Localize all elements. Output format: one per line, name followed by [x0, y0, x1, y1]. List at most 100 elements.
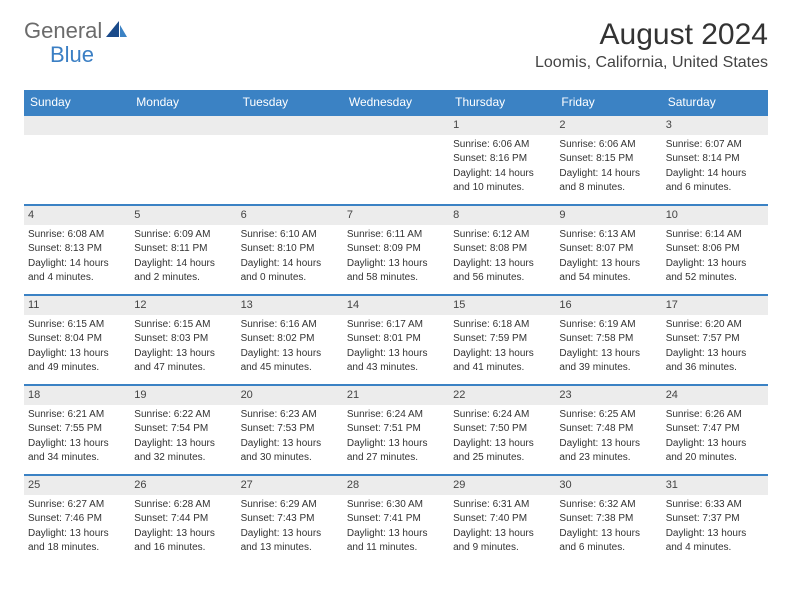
day-info-line: Sunset: 7:59 PM — [453, 332, 551, 346]
day-number: 17 — [662, 296, 768, 315]
day-content: Sunrise: 6:07 AMSunset: 8:14 PMDaylight:… — [662, 135, 768, 202]
day-info-line: Sunset: 7:43 PM — [241, 512, 339, 526]
day-number: 25 — [24, 476, 130, 495]
day-info-line: Sunset: 7:55 PM — [28, 422, 126, 436]
day-cell: 9Sunrise: 6:13 AMSunset: 8:07 PMDaylight… — [555, 206, 661, 294]
day-info-line: Sunset: 7:51 PM — [347, 422, 445, 436]
day-number: 31 — [662, 476, 768, 495]
day-number: 20 — [237, 386, 343, 405]
day-info-line: Sunset: 7:50 PM — [453, 422, 551, 436]
day-info-line: Daylight: 14 hours — [28, 257, 126, 271]
day-info-line: Sunset: 7:48 PM — [559, 422, 657, 436]
day-content: Sunrise: 6:18 AMSunset: 7:59 PMDaylight:… — [449, 315, 555, 382]
logo: General Blue — [24, 18, 130, 44]
day-info-line: and 43 minutes. — [347, 361, 445, 375]
day-cell: 29Sunrise: 6:31 AMSunset: 7:40 PMDayligh… — [449, 476, 555, 564]
day-info-line: and 45 minutes. — [241, 361, 339, 375]
day-cell: 23Sunrise: 6:25 AMSunset: 7:48 PMDayligh… — [555, 386, 661, 474]
day-info-line: and 56 minutes. — [453, 271, 551, 285]
day-number: 26 — [130, 476, 236, 495]
day-info-line: Sunrise: 6:17 AM — [347, 318, 445, 332]
day-info-line: and 34 minutes. — [28, 451, 126, 465]
day-header-tuesday: Tuesday — [237, 90, 343, 114]
day-info-line: Sunset: 7:40 PM — [453, 512, 551, 526]
day-cell: 30Sunrise: 6:32 AMSunset: 7:38 PMDayligh… — [555, 476, 661, 564]
day-info-line: and 2 minutes. — [134, 271, 232, 285]
day-info-line: Daylight: 13 hours — [28, 437, 126, 451]
day-number: 12 — [130, 296, 236, 315]
day-info-line: Sunrise: 6:33 AM — [666, 498, 764, 512]
day-cell: 28Sunrise: 6:30 AMSunset: 7:41 PMDayligh… — [343, 476, 449, 564]
day-info-line: and 11 minutes. — [347, 541, 445, 555]
day-info-line: Daylight: 13 hours — [134, 527, 232, 541]
day-info-line: Sunset: 8:13 PM — [28, 242, 126, 256]
day-info-line: and 16 minutes. — [134, 541, 232, 555]
day-info-line: and 39 minutes. — [559, 361, 657, 375]
day-info-line: Sunrise: 6:06 AM — [559, 138, 657, 152]
day-info-line: Sunrise: 6:13 AM — [559, 228, 657, 242]
day-info-line: Daylight: 13 hours — [453, 527, 551, 541]
day-info-line: Sunset: 8:10 PM — [241, 242, 339, 256]
day-info-line: and 52 minutes. — [666, 271, 764, 285]
day-cell: 21Sunrise: 6:24 AMSunset: 7:51 PMDayligh… — [343, 386, 449, 474]
day-content: Sunrise: 6:14 AMSunset: 8:06 PMDaylight:… — [662, 225, 768, 292]
day-number: 23 — [555, 386, 661, 405]
week-row: 1Sunrise: 6:06 AMSunset: 8:16 PMDaylight… — [24, 114, 768, 204]
day-content: Sunrise: 6:21 AMSunset: 7:55 PMDaylight:… — [24, 405, 130, 472]
day-content: Sunrise: 6:28 AMSunset: 7:44 PMDaylight:… — [130, 495, 236, 562]
day-number: 21 — [343, 386, 449, 405]
day-number: 27 — [237, 476, 343, 495]
day-header-saturday: Saturday — [662, 90, 768, 114]
day-info-line: Daylight: 13 hours — [347, 527, 445, 541]
day-content: Sunrise: 6:27 AMSunset: 7:46 PMDaylight:… — [24, 495, 130, 562]
day-info-line: Daylight: 13 hours — [347, 437, 445, 451]
day-info-line: Sunset: 7:54 PM — [134, 422, 232, 436]
day-info-line: and 9 minutes. — [453, 541, 551, 555]
day-info-line: and 6 minutes. — [666, 181, 764, 195]
day-number: 30 — [555, 476, 661, 495]
day-number — [237, 116, 343, 135]
day-info-line: Sunset: 8:06 PM — [666, 242, 764, 256]
day-info-line: Sunset: 7:53 PM — [241, 422, 339, 436]
day-info-line: Sunset: 7:41 PM — [347, 512, 445, 526]
day-cell: 3Sunrise: 6:07 AMSunset: 8:14 PMDaylight… — [662, 116, 768, 204]
day-cell: 6Sunrise: 6:10 AMSunset: 8:10 PMDaylight… — [237, 206, 343, 294]
day-info-line: Sunset: 7:47 PM — [666, 422, 764, 436]
day-info-line: and 8 minutes. — [559, 181, 657, 195]
day-info-line: and 58 minutes. — [347, 271, 445, 285]
day-content: Sunrise: 6:32 AMSunset: 7:38 PMDaylight:… — [555, 495, 661, 562]
day-number — [343, 116, 449, 135]
day-info-line: and 32 minutes. — [134, 451, 232, 465]
logo-text-general: General — [24, 18, 102, 44]
day-cell: 19Sunrise: 6:22 AMSunset: 7:54 PMDayligh… — [130, 386, 236, 474]
day-cell: 24Sunrise: 6:26 AMSunset: 7:47 PMDayligh… — [662, 386, 768, 474]
day-content: Sunrise: 6:33 AMSunset: 7:37 PMDaylight:… — [662, 495, 768, 562]
day-info-line: Daylight: 13 hours — [559, 527, 657, 541]
day-info-line: Sunrise: 6:11 AM — [347, 228, 445, 242]
day-cell: 31Sunrise: 6:33 AMSunset: 7:37 PMDayligh… — [662, 476, 768, 564]
logo-text-blue: Blue — [50, 42, 94, 68]
day-headers-row: SundayMondayTuesdayWednesdayThursdayFrid… — [24, 90, 768, 114]
day-number: 16 — [555, 296, 661, 315]
day-info-line: Sunrise: 6:10 AM — [241, 228, 339, 242]
day-content: Sunrise: 6:12 AMSunset: 8:08 PMDaylight:… — [449, 225, 555, 292]
day-info-line: Daylight: 13 hours — [559, 257, 657, 271]
day-info-line: Sunset: 8:16 PM — [453, 152, 551, 166]
day-info-line: Daylight: 13 hours — [453, 257, 551, 271]
day-info-line: Daylight: 13 hours — [666, 257, 764, 271]
week-row: 18Sunrise: 6:21 AMSunset: 7:55 PMDayligh… — [24, 384, 768, 474]
day-info-line: Sunset: 7:57 PM — [666, 332, 764, 346]
day-number: 10 — [662, 206, 768, 225]
day-content: Sunrise: 6:15 AMSunset: 8:04 PMDaylight:… — [24, 315, 130, 382]
day-cell — [343, 116, 449, 204]
day-info-line: Sunset: 8:08 PM — [453, 242, 551, 256]
day-cell: 14Sunrise: 6:17 AMSunset: 8:01 PMDayligh… — [343, 296, 449, 384]
day-cell: 12Sunrise: 6:15 AMSunset: 8:03 PMDayligh… — [130, 296, 236, 384]
day-content: Sunrise: 6:19 AMSunset: 7:58 PMDaylight:… — [555, 315, 661, 382]
week-row: 11Sunrise: 6:15 AMSunset: 8:04 PMDayligh… — [24, 294, 768, 384]
day-info-line: Daylight: 13 hours — [559, 347, 657, 361]
day-info-line: Daylight: 13 hours — [347, 347, 445, 361]
day-cell: 17Sunrise: 6:20 AMSunset: 7:57 PMDayligh… — [662, 296, 768, 384]
day-content: Sunrise: 6:20 AMSunset: 7:57 PMDaylight:… — [662, 315, 768, 382]
day-content — [343, 135, 449, 144]
